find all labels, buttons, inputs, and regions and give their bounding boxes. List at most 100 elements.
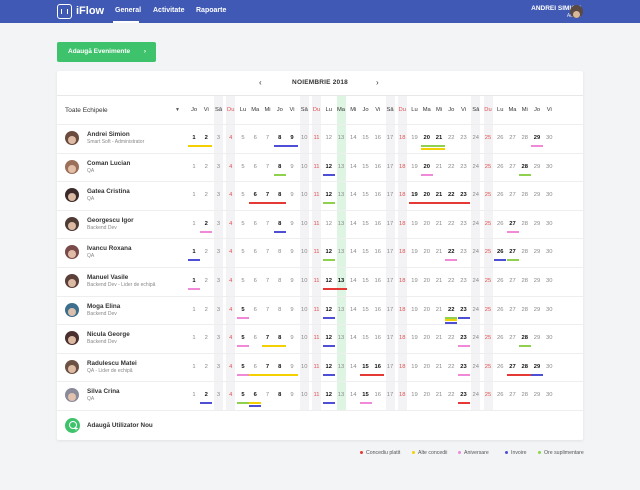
event-bar-absence[interactable] — [531, 373, 543, 376]
day-cell[interactable]: 19 — [411, 135, 418, 141]
day-cell[interactable]: 20 — [423, 163, 430, 170]
day-cell[interactable]: 26 — [497, 392, 504, 399]
day-cell[interactable]: 21 — [435, 192, 443, 199]
day-cell[interactable]: 23 — [460, 363, 467, 370]
day-cell[interactable]: 23 — [460, 163, 467, 170]
event-bar-absence[interactable] — [200, 402, 213, 405]
day-cell[interactable]: 18 — [399, 249, 406, 256]
day-cell[interactable]: 2 — [204, 192, 208, 199]
day-cell[interactable]: 29 — [533, 306, 541, 313]
day-cell[interactable]: 29 — [533, 278, 541, 284]
day-cell[interactable]: 30 — [546, 335, 553, 342]
event-bar-overtime[interactable] — [420, 145, 445, 147]
day-cell[interactable]: 5 — [241, 363, 245, 370]
day-cell[interactable]: 24 — [472, 192, 479, 199]
day-cell[interactable]: 19 — [411, 249, 418, 256]
day-cell[interactable]: 13 — [337, 363, 345, 370]
day-cell[interactable]: 21 — [435, 249, 443, 256]
day-cell[interactable]: 29 — [533, 192, 541, 199]
day-cell[interactable]: 3 — [216, 335, 221, 342]
day-cell[interactable]: 5 — [241, 163, 245, 170]
day-cell[interactable]: 21 — [435, 278, 443, 284]
day-cell[interactable]: 6 — [253, 135, 257, 141]
day-cell[interactable]: 7 — [265, 135, 270, 141]
employee-avatar[interactable] — [65, 159, 79, 174]
day-cell[interactable]: 18 — [399, 163, 406, 170]
day-cell[interactable]: 26 — [497, 220, 504, 227]
event-bar-birthday[interactable] — [237, 316, 249, 319]
day-cell[interactable]: 14 — [350, 135, 357, 141]
day-cell[interactable]: 17 — [386, 249, 394, 256]
day-cell[interactable]: 26 — [497, 192, 504, 199]
day-cell[interactable]: 3 — [216, 249, 221, 256]
day-cell[interactable]: 6 — [253, 163, 257, 170]
day-cell[interactable]: 23 — [460, 135, 467, 141]
day-cell[interactable]: 16 — [374, 135, 381, 141]
day-cell[interactable]: 23 — [460, 192, 467, 199]
day-cell[interactable]: 30 — [546, 135, 553, 141]
day-cell[interactable]: 2 — [204, 335, 208, 342]
day-cell[interactable]: 8 — [278, 306, 282, 313]
day-cell[interactable]: 11 — [313, 392, 320, 399]
day-cell[interactable]: 12 — [325, 278, 332, 284]
day-cell[interactable]: 8 — [278, 249, 282, 256]
day-cell[interactable]: 14 — [350, 249, 357, 256]
day-cell[interactable]: 8 — [278, 335, 282, 342]
day-cell[interactable]: 2 — [204, 249, 208, 256]
day-cell[interactable]: 19 — [411, 306, 418, 313]
day-cell[interactable]: 15 — [362, 220, 369, 227]
day-cell[interactable]: 12 — [325, 135, 332, 141]
day-cell[interactable]: 2 — [204, 363, 208, 370]
day-cell[interactable]: 9 — [290, 278, 294, 284]
day-cell[interactable]: 1 — [192, 392, 196, 399]
day-cell[interactable]: 30 — [546, 306, 553, 313]
event-bar-other-leave[interactable] — [188, 145, 213, 147]
day-cell[interactable]: 18 — [399, 278, 406, 284]
day-cell[interactable]: 5 — [241, 135, 245, 141]
nav-activitate[interactable]: Activitate — [153, 7, 185, 14]
event-bar-other-leave[interactable] — [445, 319, 458, 322]
event-bar-other-leave[interactable] — [249, 373, 298, 376]
day-cell[interactable]: 14 — [350, 192, 357, 199]
day-cell[interactable]: 14 — [350, 220, 357, 227]
day-cell[interactable]: 23 — [460, 278, 467, 284]
nav-rapoarte[interactable]: Rapoarte — [196, 7, 227, 14]
day-cell[interactable]: 15 — [362, 192, 369, 199]
day-cell[interactable]: 4 — [229, 306, 233, 313]
day-cell[interactable]: 30 — [546, 220, 553, 227]
day-cell[interactable]: 18 — [399, 192, 406, 199]
day-cell[interactable]: 29 — [533, 392, 541, 399]
day-cell[interactable]: 22 — [448, 392, 455, 399]
event-bar-overtime[interactable] — [322, 202, 335, 205]
day-cell[interactable]: 6 — [253, 392, 257, 399]
day-cell[interactable]: 25 — [484, 249, 492, 256]
day-cell[interactable]: 21 — [435, 335, 443, 342]
day-cell[interactable]: 22 — [448, 335, 455, 342]
day-cell[interactable]: 26 — [497, 335, 504, 342]
day-cell[interactable]: 29 — [533, 163, 541, 170]
event-bar-paid-leave[interactable] — [322, 288, 347, 290]
day-cell[interactable]: 7 — [265, 363, 270, 370]
chevron-right-icon[interactable]: › — [376, 78, 379, 87]
day-cell[interactable]: 28 — [521, 163, 528, 170]
day-cell[interactable]: 15 — [362, 249, 369, 256]
employee-name[interactable]: Georgescu Igor — [87, 216, 134, 224]
day-cell[interactable]: 18 — [399, 220, 406, 227]
day-cell[interactable]: 30 — [546, 278, 553, 284]
day-cell[interactable]: 14 — [350, 278, 357, 284]
day-cell[interactable]: 20 — [423, 192, 430, 199]
nav-general[interactable]: General — [115, 7, 142, 14]
day-cell[interactable]: 14 — [350, 335, 357, 342]
user-avatar[interactable] — [570, 5, 583, 18]
day-cell[interactable]: 18 — [399, 392, 406, 399]
day-cell[interactable]: 11 — [313, 363, 320, 370]
event-bar-birthday[interactable] — [237, 373, 249, 376]
employee-name[interactable]: Gatea Cristina — [87, 188, 130, 196]
event-bar-birthday[interactable] — [359, 402, 372, 405]
event-bar-absence[interactable] — [273, 145, 286, 147]
day-cell[interactable]: 17 — [386, 135, 394, 141]
day-cell[interactable]: 21 — [435, 220, 443, 227]
event-bar-absence[interactable] — [457, 316, 470, 319]
day-cell[interactable]: 24 — [472, 392, 479, 399]
day-cell[interactable]: 6 — [253, 306, 257, 313]
